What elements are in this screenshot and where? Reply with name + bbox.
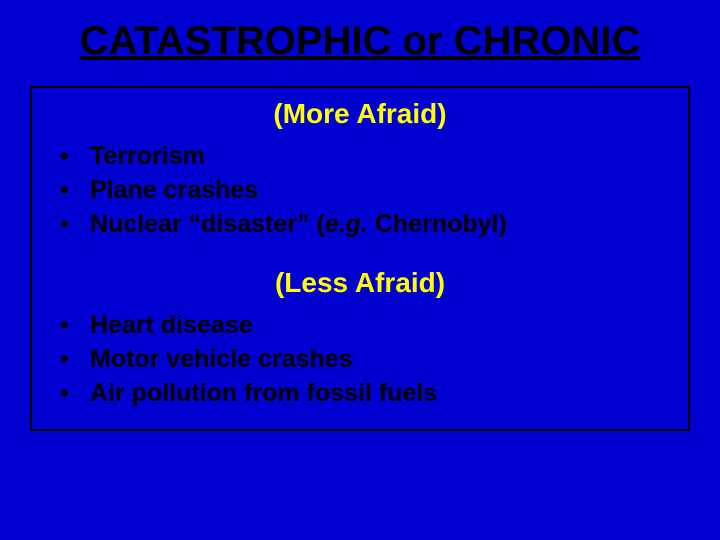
list-item: Motor vehicle crashes: [60, 343, 668, 377]
list-item: Terrorism: [60, 140, 668, 174]
list-item-text: Nuclear “disaster” (e.g. Chernobyl): [90, 210, 507, 238]
slide-container: CATASTROPHIC or CHRONIC (More Afraid) Te…: [0, 0, 720, 540]
slide-title: CATASTROPHIC or CHRONIC: [30, 18, 690, 64]
section2-list: Heart disease Motor vehicle crashes Air …: [52, 309, 668, 410]
list-item: Air pollution from fossil fuels: [60, 377, 668, 411]
section1-header: (More Afraid): [52, 98, 668, 130]
section2-header: (Less Afraid): [52, 267, 668, 299]
list-item: Plane crashes: [60, 174, 668, 208]
content-box: (More Afraid) Terrorism Plane crashes Nu…: [30, 86, 690, 431]
list-item: Heart disease: [60, 309, 668, 343]
list-item: Nuclear “disaster” (e.g. Chernobyl): [60, 208, 668, 242]
section1-list: Terrorism Plane crashes Nuclear “disaste…: [52, 140, 668, 241]
